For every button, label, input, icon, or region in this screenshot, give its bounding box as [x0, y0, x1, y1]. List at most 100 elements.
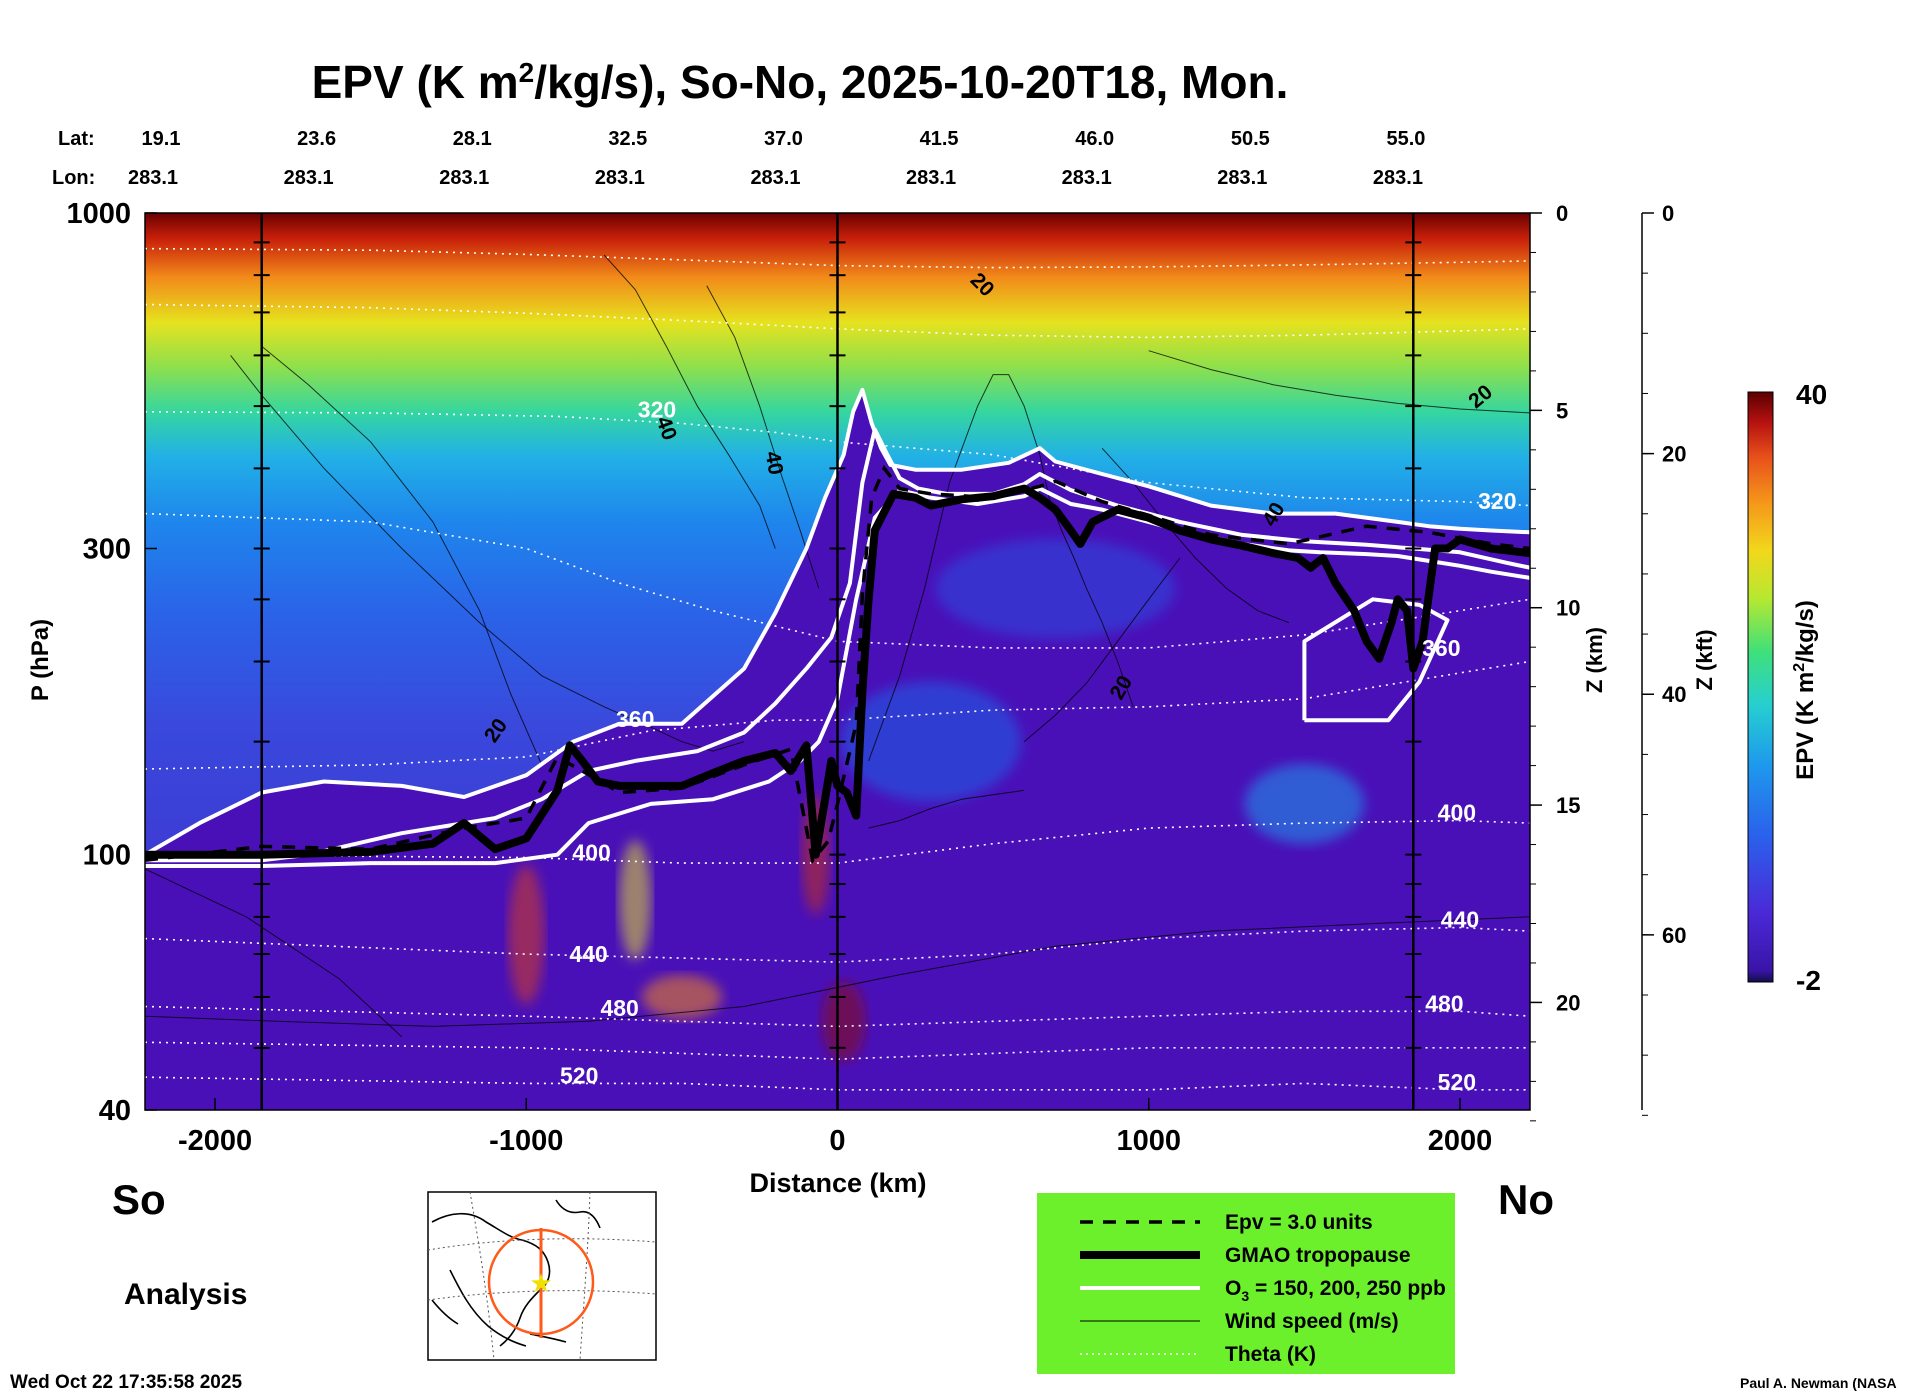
lat-value: 19.1: [142, 128, 181, 150]
z-kft-tick-label: 20: [1662, 442, 1686, 467]
lat-value: 55.0: [1386, 128, 1425, 150]
z-km-tick-label: 20: [1556, 990, 1580, 1015]
wind-label: 40: [761, 450, 788, 477]
wind-contour: [230, 355, 745, 752]
theta-isentrope: [145, 247, 1530, 269]
chart-title: EPV (K m2/kg/s), So-No, 2025-10-20T18, M…: [312, 56, 1289, 108]
lat-value: 46.0: [1075, 128, 1114, 150]
tropo-blob: [575, 213, 1100, 218]
y-tick-label: 40: [99, 1095, 131, 1127]
ozone-series: [1302, 597, 1450, 723]
x-tick-label: 1000: [1116, 1125, 1181, 1157]
lat-value: 23.6: [297, 128, 336, 150]
legend-wind: Wind speed (m/s): [1225, 1310, 1399, 1333]
stratosphere-fill: [145, 213, 1530, 855]
theta-label: 400: [1438, 800, 1476, 826]
tropopause-line: [145, 484, 1530, 859]
lon-value: 283.1: [128, 167, 178, 189]
timestamp: Wed Oct 22 17:35:58 2025: [10, 1372, 242, 1393]
lon-value: 283.1: [284, 167, 334, 189]
map-coastlines: [431, 1199, 601, 1347]
ozone-series: [145, 387, 1530, 857]
theta-label: 320: [1478, 488, 1516, 514]
strat-blob: [935, 538, 1176, 639]
z-kft-tick-label: 40: [1662, 682, 1686, 707]
lon-value: 283.1: [750, 167, 800, 189]
theta-isentrope: [145, 1076, 1530, 1091]
y-tick-label: 300: [83, 534, 131, 566]
inset-map: ★: [427, 1191, 657, 1361]
theta-isentrope: [145, 1041, 1530, 1061]
strat-blob: [641, 975, 722, 1020]
colorbar-min: -2: [1796, 965, 1821, 996]
strat-blob: [840, 681, 1021, 802]
lon-value: 283.1: [1217, 167, 1267, 189]
lat-value: 41.5: [920, 128, 959, 150]
strat-blob: [619, 839, 652, 960]
lon-value: 283.1: [906, 167, 956, 189]
z-km-tick-label: 0: [1556, 201, 1568, 226]
lat-label: Lat:: [58, 128, 95, 150]
legend-epv: Epv = 3.0 units: [1225, 1211, 1373, 1234]
colorbar-title: EPV (K m2/kg/s): [1791, 600, 1819, 780]
wind-contour: [261, 345, 543, 766]
epv-series: [145, 464, 1530, 865]
theta-label: 480: [600, 995, 638, 1021]
south-label: So: [112, 1176, 166, 1223]
lat-value: 32.5: [608, 128, 647, 150]
epv-3-contour: [145, 464, 1530, 865]
author-credit: Paul A. Newman (NASA: [1740, 1375, 1897, 1391]
z-kft-tick-label: 60: [1662, 923, 1686, 948]
z-km-axis-title: Z (km): [1582, 627, 1607, 693]
wind-contour: [603, 254, 776, 549]
lon-value: 283.1: [439, 167, 489, 189]
legend-theta: Theta (K): [1225, 1343, 1316, 1366]
strat-blob: [508, 864, 545, 1005]
wind-contour: [868, 374, 1134, 762]
x-tick-label: -2000: [178, 1125, 252, 1157]
wind-contour: [1148, 350, 1530, 414]
strat-blob: [821, 981, 866, 1062]
wind-contour: [706, 285, 820, 589]
x-tick-label: -1000: [489, 1125, 563, 1157]
theta-label: 400: [572, 839, 610, 865]
lat-value: 37.0: [764, 128, 803, 150]
theta-isentrope: [145, 926, 1530, 963]
lat-value: 50.5: [1231, 128, 1270, 150]
y-axis-title: P (hPa): [27, 619, 54, 701]
theta-label: 440: [569, 941, 607, 967]
x-axis-title: Distance (km): [749, 1168, 926, 1198]
lon-value: 283.1: [1373, 167, 1423, 189]
lat-value: 28.1: [453, 128, 492, 150]
axes: -2000 -1000 0 1000 2000 40 100 300 1000 0 5 10 15 20 0…: [66, 198, 1686, 1157]
strat-blob: [1244, 763, 1365, 844]
vertical-reference-lines: [253, 213, 1422, 1110]
lon-value: 283.1: [595, 167, 645, 189]
plot-area: 5204804404003603205204804404003603202020…: [145, 183, 1635, 1110]
legend-ozone: O3 = 150, 200, 250 ppb: [1225, 1277, 1446, 1304]
tropo-blob: [1035, 183, 1635, 211]
wind-contour: [868, 789, 1025, 829]
y-tick-label: 100: [83, 840, 131, 872]
theta-isentrope: [145, 660, 1530, 770]
z-km-tick-label: 15: [1556, 793, 1580, 818]
colorbar: [1747, 391, 1774, 983]
legend: Epv = 3.0 units GMAO tropopause O3 = 150…: [1037, 1193, 1455, 1374]
z-kft-tick-label: 0: [1662, 201, 1674, 226]
legend-tropopause: GMAO tropopause: [1225, 1244, 1411, 1267]
colorbar-max: 40: [1796, 379, 1827, 410]
theta-label: 440: [1441, 906, 1479, 932]
theta-label: 360: [1422, 635, 1460, 661]
theta-label: 520: [1438, 1069, 1476, 1095]
z-km-tick-label: 10: [1556, 596, 1580, 621]
analysis-label: Analysis: [124, 1278, 247, 1311]
wind-contour: [145, 916, 1530, 1027]
wind-contour: [145, 868, 403, 1038]
lon-value: 283.1: [1062, 167, 1112, 189]
theta-isentrope: [145, 1005, 1530, 1028]
lon-label: Lon:: [52, 167, 95, 189]
theta-isentrope: [145, 303, 1530, 339]
theta-label: 480: [1425, 990, 1463, 1016]
wind-speed-contours: [145, 254, 1530, 1038]
